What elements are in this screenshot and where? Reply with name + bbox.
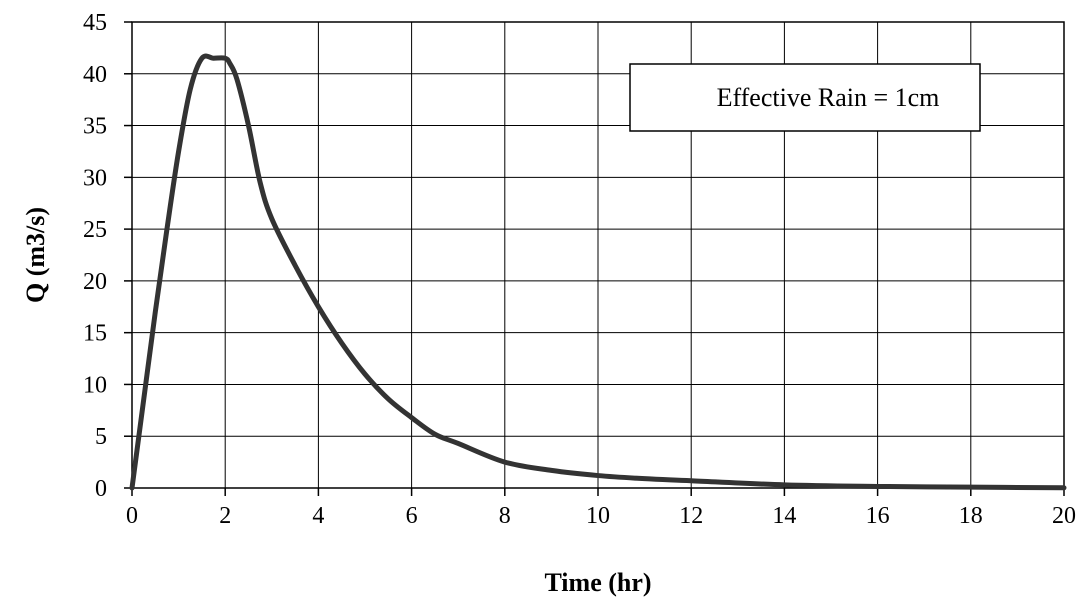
x-tick-label: 20 [1052,503,1076,529]
x-axis-title: Time (hr) [544,568,651,597]
y-tick-label: 0 [95,476,107,502]
y-tick-label: 15 [83,321,107,347]
y-tick-marks [124,21,132,489]
x-tick-label: 10 [586,503,610,529]
annotation-box: Effective Rain = 1cm [629,63,981,132]
annotation-frame [629,63,981,132]
y-tick-label: 30 [83,165,107,191]
y-tick-label: 5 [95,424,107,450]
y-tick-label: 25 [83,217,107,243]
series-line [129,53,1067,491]
x-tick-label: 18 [959,503,983,529]
x-tick-label: 4 [312,503,324,529]
x-tick-label: 2 [219,503,231,529]
x-tick-label: 16 [866,503,890,529]
y-tick-label: 10 [83,372,107,398]
y-tick-label: 20 [83,269,107,295]
y-tick-label: 45 [83,10,107,36]
x-tick-label: 0 [126,503,138,529]
x-tick-label: 6 [406,503,418,529]
y-tick-label: 40 [83,62,107,88]
x-tick-label: 8 [499,503,511,529]
x-tick-label: 14 [772,503,796,529]
annotation-text: Effective Rain = 1cm [717,83,940,112]
y-tick-label: 35 [83,114,107,140]
x-tick-label: 12 [679,503,703,529]
x-tick-labels: 0 2 4 6 8 10 12 14 16 18 20 [126,503,1076,529]
y-tick-labels: 0 5 10 15 20 25 30 35 40 45 [83,10,107,502]
y-axis-title: Q (m3/s) [21,207,50,303]
